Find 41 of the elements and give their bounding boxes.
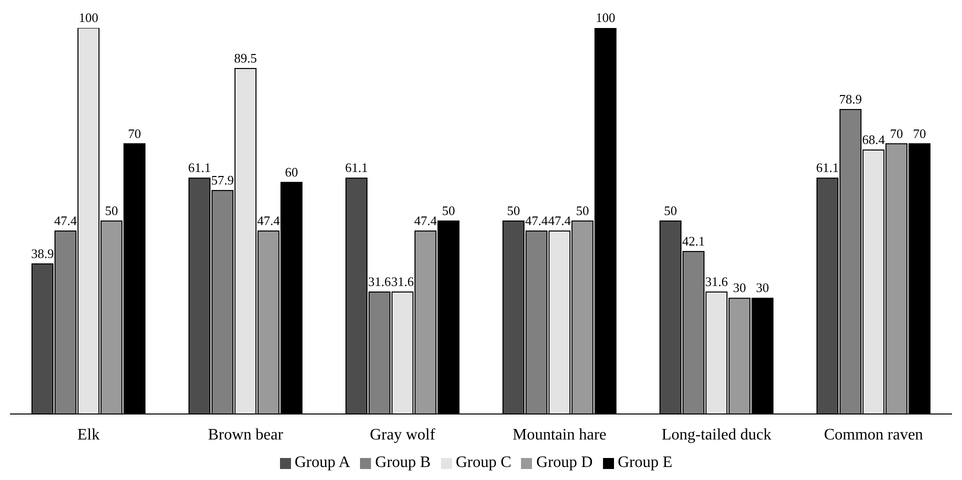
data-label: 70: [890, 126, 903, 141]
data-label: 100: [78, 10, 98, 25]
legend-label: Group E: [618, 454, 672, 471]
data-label: 38.9: [31, 246, 54, 261]
data-label: 30: [732, 280, 746, 296]
data-label: 50: [664, 203, 677, 218]
data-label: 47.4: [548, 213, 572, 228]
data-label: 42.1: [682, 233, 705, 248]
data-label: 50: [442, 203, 455, 218]
x-tick-label: Mountain hare: [512, 426, 606, 444]
x-tick-label: Gray wolf: [370, 426, 436, 444]
data-label: 31.6: [368, 274, 392, 290]
data-label: 61.1: [188, 160, 211, 176]
x-tick-label: Brown bear: [208, 426, 284, 444]
data-label: 70: [912, 126, 926, 141]
x-tick-label: Elk: [77, 426, 100, 444]
data-label: 68.4: [862, 132, 886, 147]
data-label: 78.9: [839, 91, 862, 106]
data-label: 89.5: [234, 50, 257, 66]
data-label: 60: [284, 164, 298, 180]
data-label: 57.9: [211, 172, 234, 188]
data-label: 61.1: [816, 160, 839, 176]
data-label: 31.6: [705, 274, 728, 290]
legend-label: Group D: [536, 454, 593, 471]
data-label: 50: [506, 203, 520, 218]
data-label: 30: [756, 280, 769, 296]
data-label: 61.1: [345, 160, 368, 176]
data-label: 47.4: [257, 213, 280, 228]
data-label: 50: [104, 203, 118, 218]
x-tick-label: Common raven: [824, 426, 924, 444]
data-label: 47.4: [414, 213, 438, 228]
data-label: 70: [128, 126, 141, 141]
legend-label: Group C: [456, 454, 512, 471]
data-label: 31.6: [391, 274, 414, 290]
data-label: 47.4: [54, 213, 78, 228]
data-label: 50: [576, 203, 589, 218]
data-label: 47.4: [525, 213, 548, 228]
x-tick-label: Long-tailed duck: [662, 426, 772, 444]
legend-label: Group B: [375, 454, 431, 471]
legend-label: Group A: [294, 454, 350, 471]
data-label: 100: [596, 10, 616, 25]
